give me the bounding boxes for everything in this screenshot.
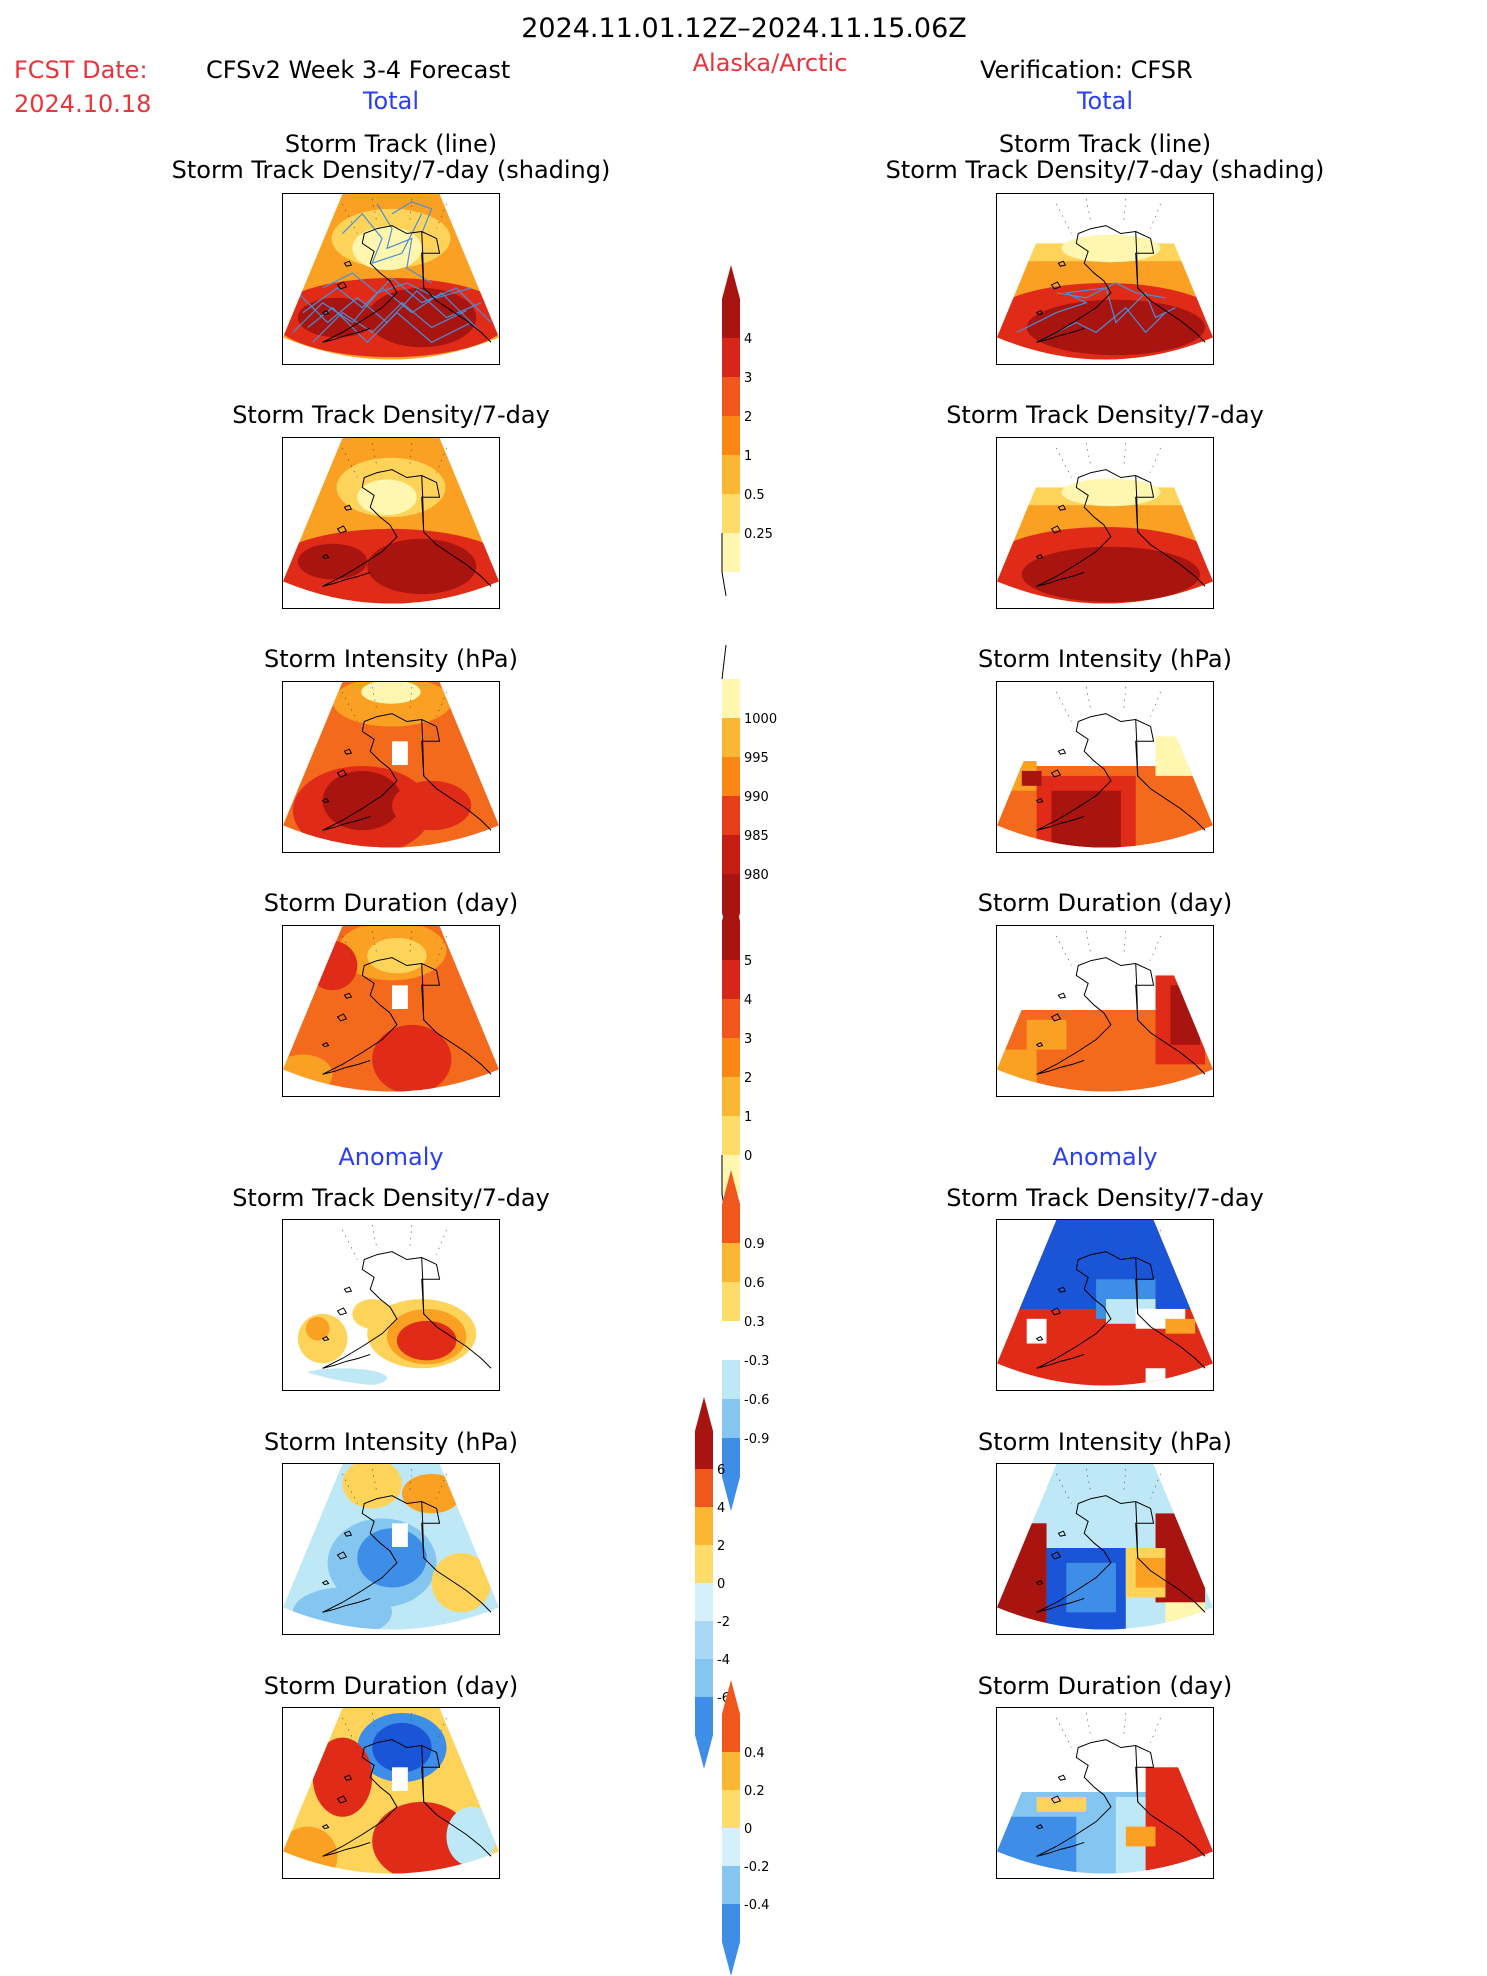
colorbar-density-anomaly: 0.9 0.6 0.3 -0.3 -0.6 -0.9: [720, 1170, 800, 1511]
svg-text:6: 6: [717, 1463, 725, 1478]
panel-title-duration-anom-right: Storm Duration (day): [977, 1672, 1233, 1700]
svg-text:0.2: 0.2: [744, 1784, 765, 1799]
panel-title-track-shading-right: Storm Track Density/7-day (shading): [885, 156, 1325, 184]
map-track-line-forecast: [282, 193, 500, 365]
map-intensity-anomaly-forecast: [282, 1463, 500, 1635]
svg-text:980: 980: [744, 868, 769, 883]
svg-text:0: 0: [744, 1822, 752, 1837]
svg-text:3: 3: [744, 371, 752, 386]
svg-text:-4: -4: [717, 1653, 730, 1668]
colorbar-density-total: 4 3 2 1 0.5 0.25: [720, 265, 800, 606]
colorbar-duration-anomaly: 0.4 0.2 0 -0.2 -0.4: [720, 1680, 800, 1976]
map-duration-forecast: [282, 925, 500, 1097]
panel-title-density-left: Storm Track Density/7-day: [232, 401, 550, 429]
panel-title-intensity-anom-right: Storm Intensity (hPa): [978, 1428, 1232, 1456]
panel-title-intensity-left: Storm Intensity (hPa): [264, 645, 518, 673]
svg-text:4: 4: [717, 1501, 725, 1516]
svg-text:4: 4: [744, 993, 752, 1008]
panel-title-density-right: Storm Track Density/7-day: [946, 401, 1264, 429]
svg-text:0.6: 0.6: [744, 1276, 765, 1291]
svg-text:2: 2: [744, 410, 752, 425]
region-title: Alaska/Arctic: [692, 49, 848, 77]
map-density-anomaly-verification: [996, 1219, 1214, 1391]
fcst-date-label: FCST Date:: [14, 56, 148, 84]
svg-text:990: 990: [744, 790, 769, 805]
svg-text:0.25: 0.25: [744, 527, 773, 542]
panel-title-density-anom-right: Storm Track Density/7-day: [946, 1184, 1264, 1212]
svg-text:0.9: 0.9: [744, 1237, 765, 1252]
total-label-left: Total: [362, 87, 420, 115]
panel-title-duration-anom-left: Storm Duration (day): [263, 1672, 519, 1700]
panel-title-intensity-anom-left: Storm Intensity (hPa): [264, 1428, 518, 1456]
panel-title-density-anom-left: Storm Track Density/7-day: [232, 1184, 550, 1212]
svg-text:0.4: 0.4: [744, 1746, 765, 1761]
map-duration-verification: [996, 925, 1214, 1097]
panel-title-duration-right: Storm Duration (day): [977, 889, 1233, 917]
verification-title: Verification: CFSR: [980, 56, 1193, 84]
anomaly-label-left: Anomaly: [338, 1143, 444, 1171]
svg-text:5: 5: [744, 954, 752, 969]
svg-text:0.3: 0.3: [744, 1315, 765, 1330]
svg-text:-0.3: -0.3: [744, 1354, 769, 1369]
svg-text:-0.4: -0.4: [744, 1898, 769, 1913]
map-intensity-verification: [996, 681, 1214, 853]
map-duration-anomaly-verification: [996, 1707, 1214, 1879]
svg-text:3: 3: [744, 1032, 752, 1047]
panel-title-track-line-left: Storm Track (line): [284, 130, 498, 158]
map-track-line-verification: [996, 193, 1214, 365]
svg-text:-0.2: -0.2: [744, 1860, 769, 1875]
svg-text:-2: -2: [717, 1615, 730, 1630]
svg-text:-0.9: -0.9: [744, 1432, 769, 1447]
svg-text:0.5: 0.5: [744, 488, 765, 503]
svg-text:1000: 1000: [744, 712, 777, 727]
storm-track-figure: 2024.11.01.12Z–2024.11.15.06Z FCST Date:…: [14, 13, 1325, 1976]
model-title: CFSv2 Week 3-4 Forecast: [206, 56, 511, 84]
svg-text:2: 2: [744, 1071, 752, 1086]
map-density-anomaly-forecast: [282, 1219, 500, 1391]
svg-text:2: 2: [717, 1539, 725, 1554]
fcst-date-value: 2024.10.18: [14, 90, 152, 118]
svg-text:1: 1: [744, 1110, 752, 1125]
svg-text:985: 985: [744, 829, 769, 844]
panel-title-intensity-right: Storm Intensity (hPa): [978, 645, 1232, 673]
svg-text:-0.6: -0.6: [744, 1393, 769, 1408]
period-title: 2024.11.01.12Z–2024.11.15.06Z: [521, 13, 967, 44]
svg-text:0: 0: [744, 1149, 752, 1164]
map-duration-anomaly-forecast: [282, 1707, 500, 1879]
anomaly-label-right: Anomaly: [1052, 1143, 1158, 1171]
svg-text:995: 995: [744, 751, 769, 766]
map-intensity-forecast: [282, 681, 500, 853]
svg-text:1: 1: [744, 449, 752, 464]
colorbar-intensity-anomaly: 6 4 2 0 -2 -4 -6: [693, 1397, 773, 1769]
svg-text:4: 4: [744, 332, 752, 347]
total-label-right: Total: [1076, 87, 1134, 115]
panel-title-track-line-right: Storm Track (line): [998, 130, 1212, 158]
colorbar-duration-total: 5 4 3 2 1 0: [720, 887, 800, 1228]
map-density-verification: [996, 437, 1214, 609]
map-density-forecast: [282, 437, 500, 609]
panel-title-track-shading-left: Storm Track Density/7-day (shading): [171, 156, 611, 184]
map-intensity-anomaly-verification: [996, 1463, 1214, 1635]
panel-title-duration-left: Storm Duration (day): [263, 889, 519, 917]
svg-text:0: 0: [717, 1577, 725, 1592]
